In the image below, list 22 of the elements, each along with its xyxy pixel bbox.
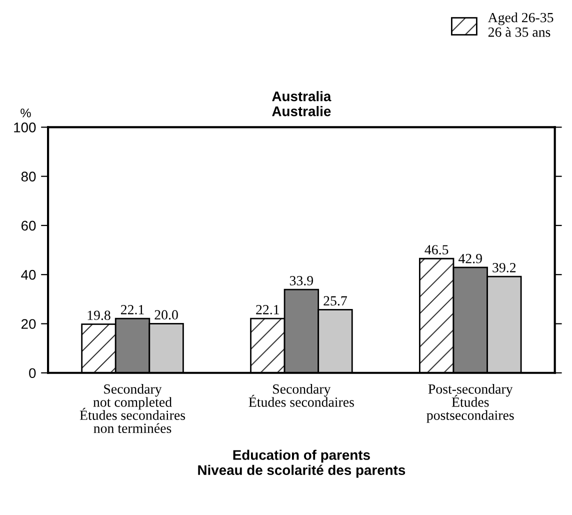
data-label: 33.9	[290, 276, 314, 286]
y-tick-label: 80	[21, 172, 36, 182]
y-tick-label: 100	[14, 122, 36, 132]
data-label: 25.7	[324, 296, 347, 306]
legend-label: Aged 26-35 26 à 35 ans	[488, 12, 554, 37]
data-label: 22.1	[256, 305, 279, 314]
data-label: 20.0	[154, 310, 178, 320]
y-tick-label: 60	[22, 220, 36, 231]
data-label: 22.1	[120, 305, 144, 314]
x-tick-label: Secondary not completed Études secondaires non terminées	[80, 384, 186, 434]
chart-title: Australia Australie	[272, 91, 332, 116]
data-label: 39.2	[492, 263, 516, 272]
data-label: 19.8	[88, 310, 110, 320]
data-label: 42.9	[458, 254, 482, 264]
x-tick-label: Post-secondary Études postsecondaires	[426, 384, 514, 423]
x-axis-title: Education of parents Niveau de scolarité des parents	[198, 450, 406, 478]
x-tick-label: Secondary Études secondaires	[248, 384, 354, 407]
y-tick-label: 0	[29, 368, 36, 378]
y-axis-title: %	[20, 108, 31, 118]
y-tick-label: 40	[21, 270, 36, 280]
data-label: 46.5	[424, 245, 448, 254]
y-tick-label: 20	[21, 319, 36, 329]
